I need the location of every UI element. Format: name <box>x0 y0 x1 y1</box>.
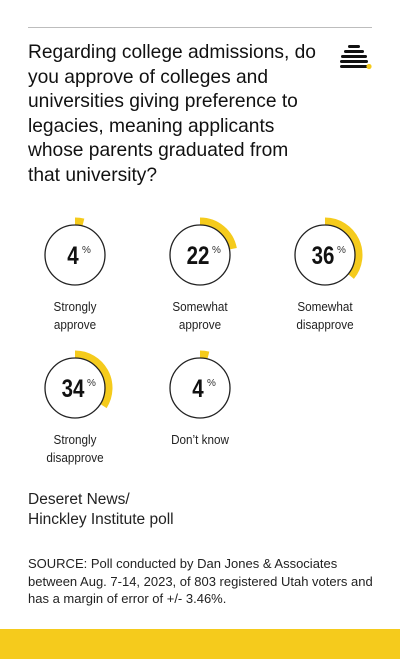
donut-item: 36 % Somewhat disapprove <box>294 217 363 332</box>
donut-value-label: 34 <box>62 374 85 402</box>
donut-ring <box>44 224 106 286</box>
donut-category-label: disapprove <box>46 450 103 465</box>
donut-item: 4 % Don’t know <box>169 350 231 447</box>
donut-value-arc <box>74 350 113 409</box>
donut-value-label: 36 <box>312 241 335 269</box>
donut-ring <box>169 357 231 419</box>
donut-value-label: 4 <box>192 374 204 402</box>
donut-item: 22 % Somewhat approve <box>169 217 237 332</box>
donut-unit-label: % <box>337 245 346 256</box>
donut-ring <box>294 224 356 286</box>
top-divider <box>28 27 372 28</box>
donut-unit-label: % <box>82 245 91 256</box>
donut-value-arc <box>74 217 85 227</box>
donut-unit-label: % <box>207 378 216 389</box>
donut-chart-grid: 4% Strongly approve 22% Somewhat approve 36% So… <box>0 210 400 480</box>
donut-chart: 4 % Strongly approve 22 % Somewhat approve 36 % So… <box>44 217 363 465</box>
poll-question: Regarding college admissions, do you app… <box>28 42 316 186</box>
donut-category-label: approve <box>179 317 221 332</box>
donut-category-label: approve <box>54 317 96 332</box>
donut-category-label: Strongly <box>54 299 98 314</box>
source-line-2: Hinckley Institute poll <box>28 511 174 528</box>
donut-value-arc <box>199 350 210 360</box>
donut-unit-label: % <box>87 378 96 389</box>
beehive-logo-icon <box>340 45 372 70</box>
donut-ring <box>44 357 106 419</box>
donut-category-label: disapprove <box>296 317 353 332</box>
logo-dot <box>366 63 372 70</box>
donut-category-label: Somewhat <box>172 299 228 314</box>
donut-value-label: 22 <box>187 241 210 269</box>
donut-category-label: Don’t know <box>171 432 229 447</box>
donut-value-arc <box>324 217 363 279</box>
donut-ring <box>169 224 231 286</box>
source-title: Deseret News/ Hinckley Institute poll <box>28 490 174 530</box>
donut-item: 34 % Strongly disapprove <box>44 350 113 465</box>
source-note: SOURCE: Poll conducted by Dan Jones & As… <box>28 556 373 606</box>
donut-value-arc <box>199 217 237 250</box>
bottom-accent-bar <box>0 629 400 659</box>
donut-unit-label: % <box>212 245 221 256</box>
donut-value-label: 4 <box>67 241 79 269</box>
donut-category-label: Strongly <box>54 432 98 447</box>
donut-item: 4 % Strongly approve <box>44 217 106 332</box>
source-line-1: Deseret News/ <box>28 491 130 508</box>
donut-category-label: Somewhat <box>297 299 353 314</box>
